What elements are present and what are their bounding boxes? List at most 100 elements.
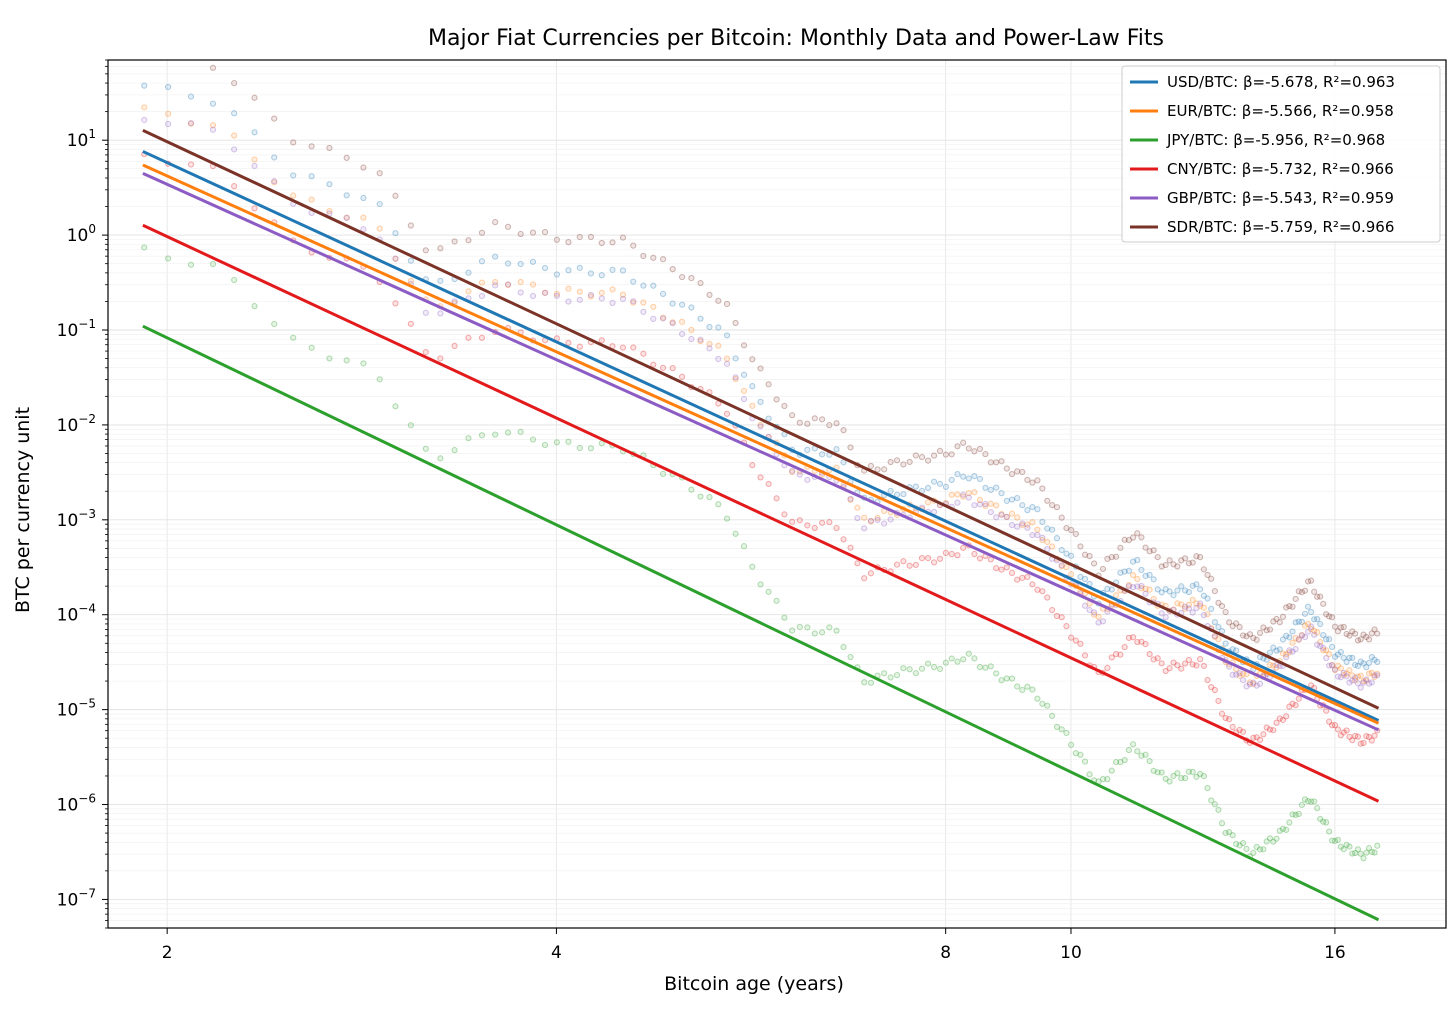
data-point — [1253, 734, 1260, 741]
data-point — [1360, 631, 1367, 638]
data-point — [1328, 661, 1336, 669]
data-point — [1077, 640, 1084, 647]
chart-title: Major Fiat Currencies per Bitcoin: Month… — [428, 26, 1164, 51]
data-point — [723, 355, 731, 362]
data-point — [930, 559, 938, 566]
data-point — [598, 289, 605, 296]
data-point — [1365, 670, 1373, 677]
data-point — [833, 627, 840, 634]
data-point — [1283, 604, 1290, 611]
data-point — [1222, 608, 1229, 616]
data-point — [1208, 683, 1215, 691]
data-point — [231, 183, 238, 190]
data-point — [1146, 757, 1153, 765]
data-point — [1239, 839, 1247, 847]
data-point — [954, 499, 961, 506]
data-point — [723, 515, 731, 522]
y-tick-label: 10−3 — [57, 507, 96, 531]
data-point — [847, 495, 854, 503]
data-point — [715, 297, 722, 304]
data-point — [553, 236, 560, 243]
data-point — [1039, 534, 1046, 541]
data-point — [1104, 664, 1111, 672]
data-point — [290, 172, 297, 179]
data-point — [1331, 666, 1339, 674]
data-point — [1292, 645, 1299, 653]
data-point — [1354, 637, 1362, 644]
data-point — [1197, 586, 1204, 593]
data-point — [392, 255, 399, 262]
data-point — [492, 219, 499, 226]
data-point — [965, 445, 972, 452]
data-point — [451, 342, 458, 349]
data-point — [576, 343, 583, 350]
data-point — [437, 355, 444, 362]
y-tick-exponent: −3 — [78, 507, 96, 521]
data-point — [1117, 759, 1124, 766]
data-point — [749, 356, 756, 363]
data-point — [1301, 610, 1309, 617]
data-point — [993, 502, 1000, 509]
data-point — [1374, 672, 1381, 679]
data-point — [1211, 587, 1218, 595]
data-point — [1112, 592, 1120, 599]
data-point — [1162, 614, 1169, 621]
data-point — [1215, 599, 1222, 606]
data-point — [1260, 846, 1267, 853]
data-point — [697, 279, 704, 287]
data-point — [251, 205, 258, 212]
data-point — [1314, 593, 1321, 600]
data-point — [343, 357, 350, 364]
data-point — [1072, 637, 1079, 644]
data-point — [887, 674, 894, 681]
data-point — [1226, 829, 1233, 836]
data-point — [1003, 675, 1010, 682]
data-point — [900, 665, 907, 672]
x-axis-label: Bitcoin age (years) — [664, 973, 844, 995]
data-point — [1371, 673, 1378, 681]
plot-frame — [107, 59, 1447, 929]
data-point — [640, 299, 647, 306]
data-point — [1008, 470, 1016, 478]
data-point — [874, 514, 881, 522]
data-point — [640, 282, 647, 289]
data-point — [1058, 726, 1065, 733]
data-point — [165, 83, 172, 91]
data-point — [819, 629, 826, 636]
data-point — [965, 475, 972, 482]
data-point — [900, 491, 907, 498]
data-point — [706, 345, 713, 352]
data-point — [867, 570, 875, 577]
data-point — [1229, 723, 1236, 731]
legend: USD/BTC: β=-5.678, R²=0.963 EUR/BTC: β=-5… — [1121, 65, 1441, 243]
data-point — [1276, 619, 1283, 626]
data-point — [1349, 654, 1356, 661]
data-point — [1233, 840, 1240, 847]
data-point — [1095, 613, 1102, 620]
data-point — [609, 266, 616, 273]
data-point — [948, 491, 955, 498]
data-point — [1044, 497, 1051, 504]
data-point — [609, 299, 616, 307]
y-tick-exponent: −4 — [78, 602, 96, 616]
data-point — [587, 270, 594, 277]
data-point — [781, 511, 788, 518]
data-point — [1039, 485, 1046, 492]
data-point — [1289, 603, 1296, 610]
data-point — [465, 237, 472, 244]
data-point — [376, 200, 383, 208]
data-point — [1292, 595, 1299, 603]
data-point — [840, 536, 847, 543]
data-point — [422, 349, 429, 356]
fit-line — [142, 150, 1380, 722]
y-tick-base: 10 — [57, 321, 79, 341]
data-point — [609, 286, 616, 293]
data-point — [1328, 643, 1336, 650]
data-point — [1374, 658, 1381, 666]
data-point — [1320, 818, 1327, 825]
data-point — [1222, 640, 1229, 647]
data-point — [1328, 837, 1336, 844]
data-point — [1197, 600, 1204, 607]
y-tick-base: 10 — [57, 511, 79, 531]
data-point — [1215, 623, 1222, 631]
